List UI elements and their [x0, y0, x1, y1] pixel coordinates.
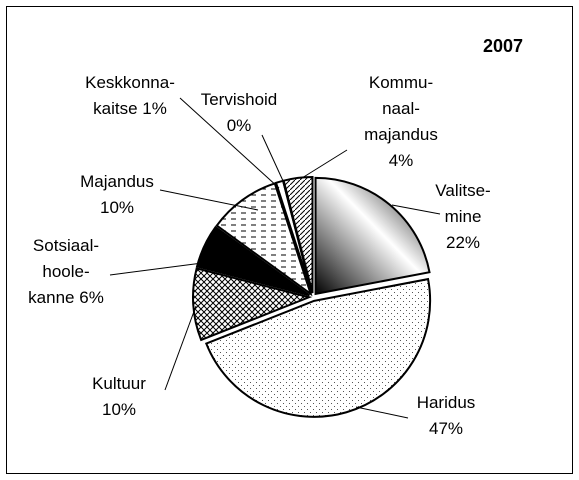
leader-line [391, 204, 441, 215]
pie-slice [282, 176, 314, 294]
pie-slice [314, 176, 431, 296]
slice-label: Majandus 10% [80, 169, 154, 221]
slice-label: Valitse- mine 22% [435, 178, 490, 256]
category-label: Valitse- mine [435, 181, 491, 226]
category-label: Keskkonna- kaitse [85, 73, 175, 118]
leader-line [109, 261, 211, 276]
value-label: 4% [388, 151, 414, 170]
slice-label: Kommu- naal- majandus 4% [364, 70, 438, 174]
leader-line [159, 189, 259, 211]
category-label: Haridus [416, 393, 476, 412]
category-label: Tervishoid [200, 90, 278, 109]
pie-slice [215, 182, 313, 297]
leader-line [301, 149, 348, 179]
pie-slice [204, 277, 432, 418]
category-label: Majandus [80, 172, 154, 191]
category-label: Sotsiaal- hoole- kanne [28, 236, 100, 307]
leader-line [355, 406, 409, 419]
leader-line [179, 97, 280, 189]
slice-label: Keskkonna- kaitse 1% [85, 70, 175, 122]
leader-line [261, 134, 285, 184]
chart-title: 2007 [482, 36, 524, 56]
value-label: 22% [445, 233, 481, 252]
category-label: Kommu- naal- majandus [364, 73, 438, 144]
slice-label: Haridus 47% [417, 390, 476, 442]
leader-line [164, 305, 197, 391]
value-label: 6% [79, 288, 104, 307]
slice-label: Kultuur 10% [92, 371, 146, 423]
value-label: 10% [101, 400, 137, 419]
pie-slice [192, 267, 313, 342]
category-label: Kultuur [92, 374, 146, 393]
slice-label: Sotsiaal- hoole- kanne 6% [28, 233, 104, 311]
value-label: 0% [226, 116, 252, 135]
value-label: 47% [428, 419, 464, 438]
slice-label: Tervishoid 0% [201, 87, 278, 139]
value-label: 1% [142, 99, 167, 118]
value-label: 10% [99, 198, 135, 217]
pie-slice [195, 225, 310, 297]
